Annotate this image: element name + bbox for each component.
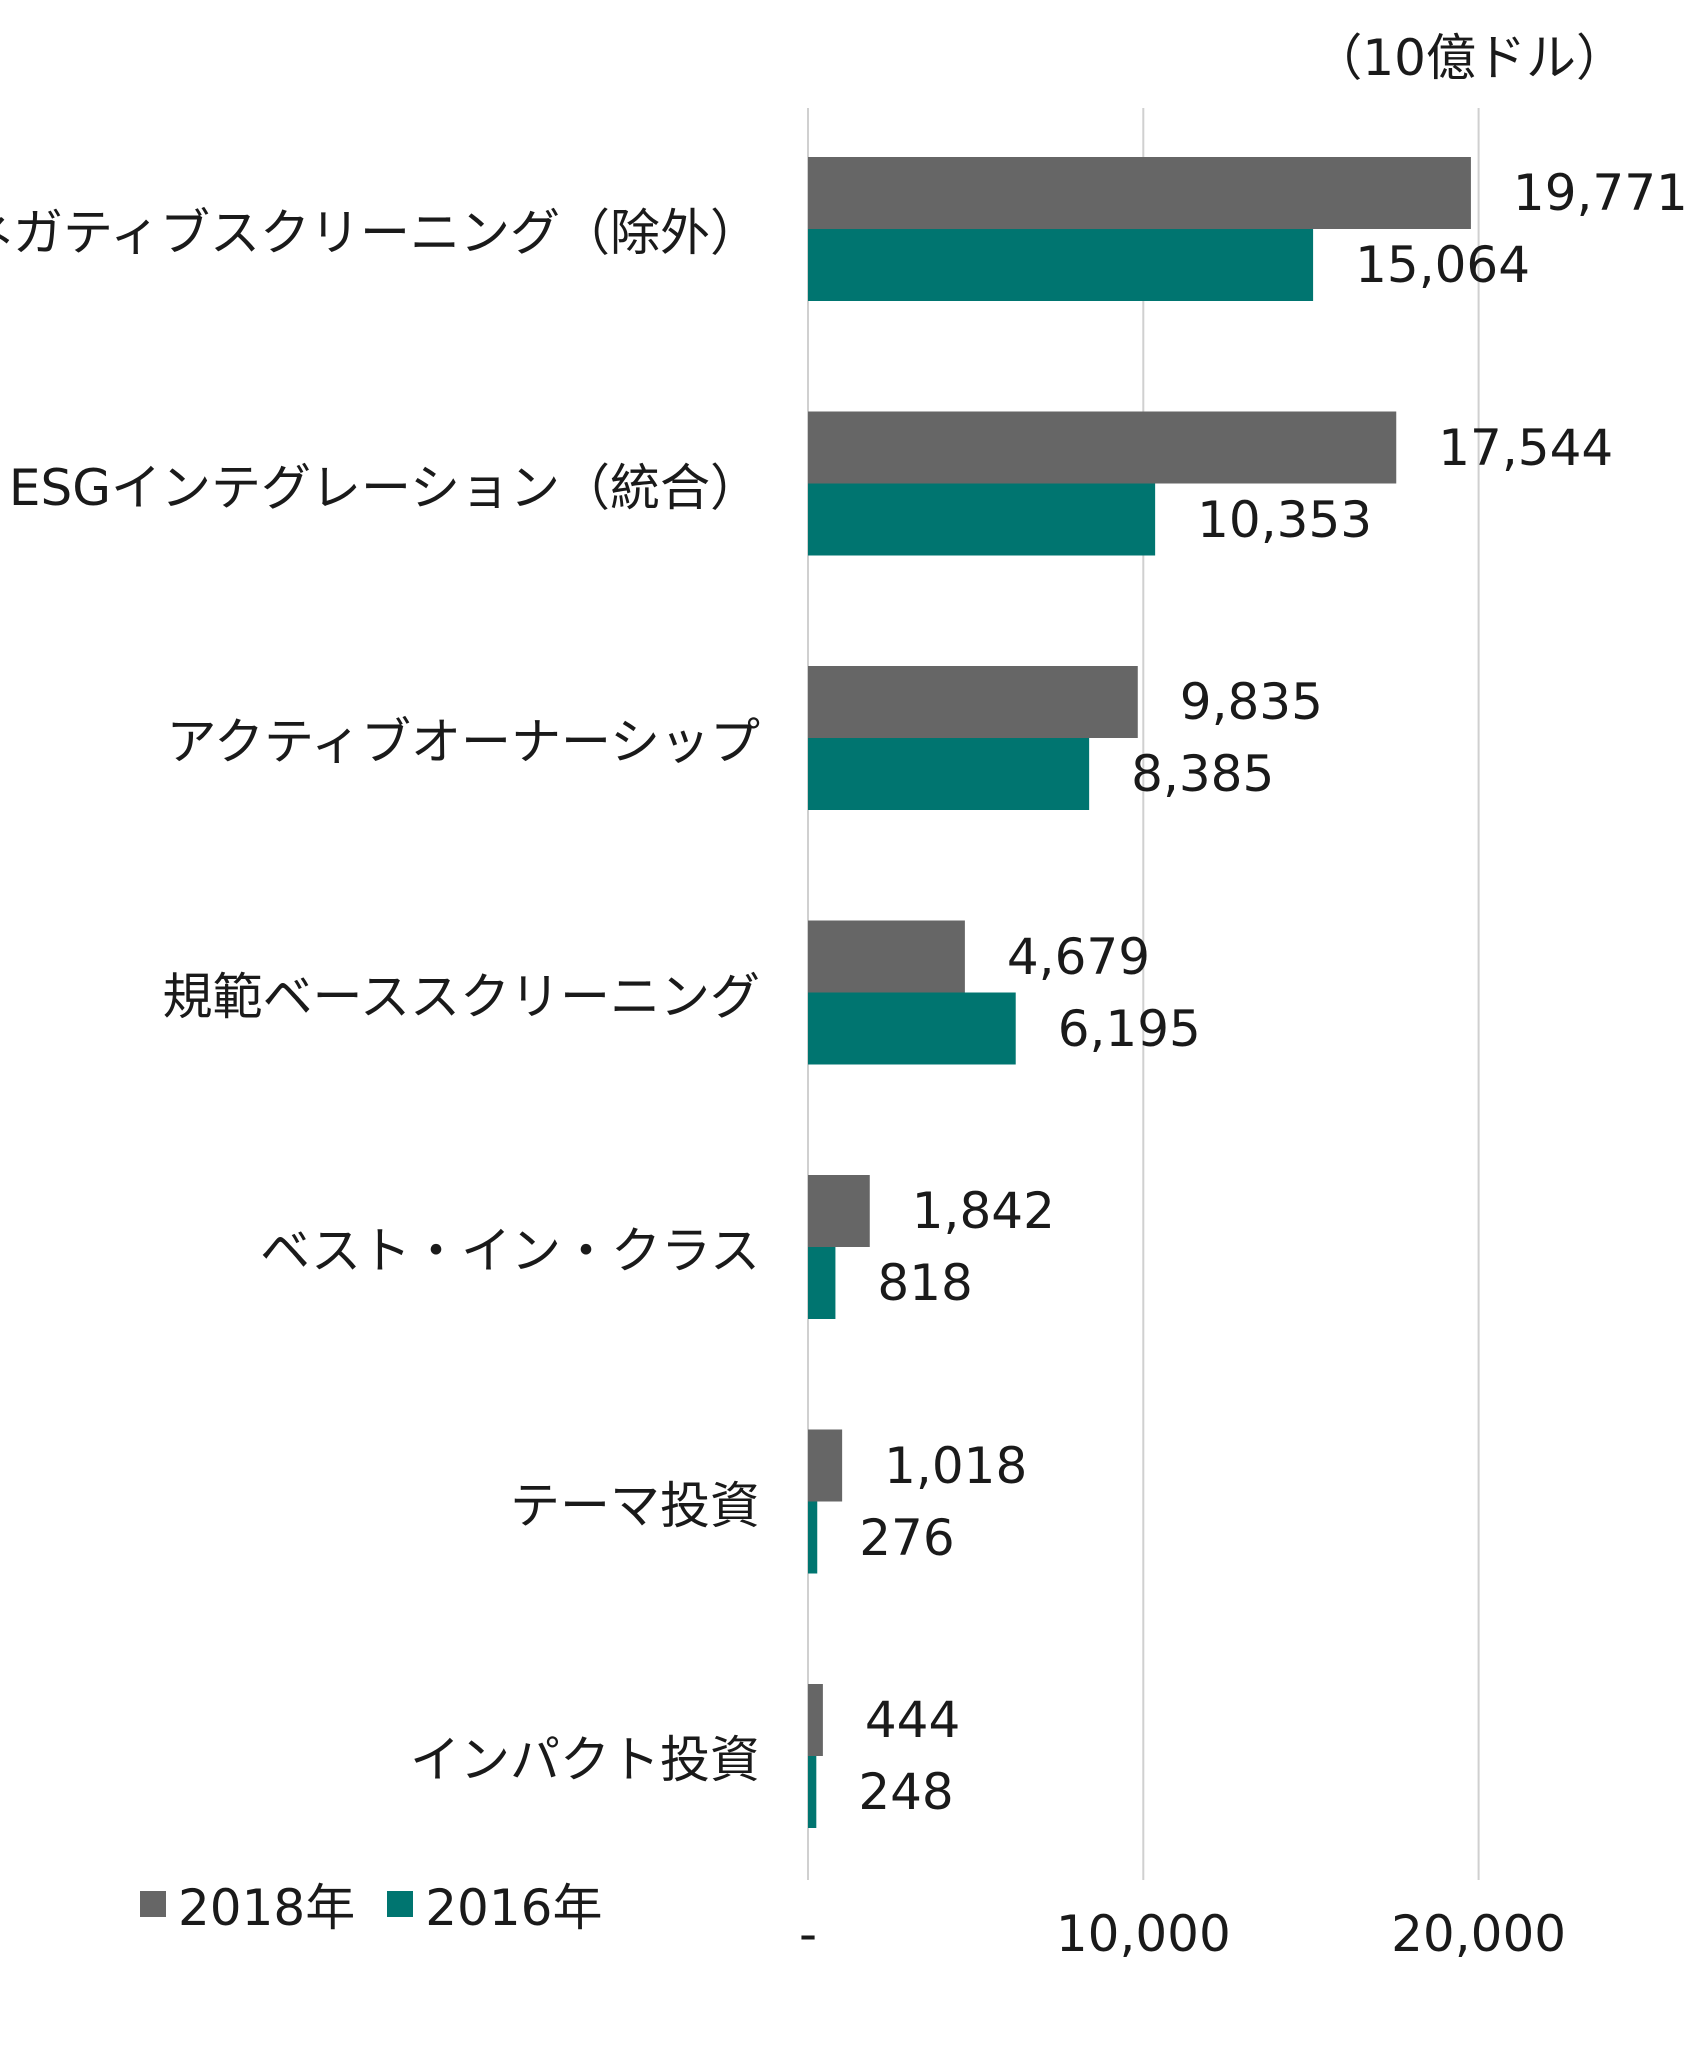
legend-label-2018: 2018年 [178,1879,356,1937]
category-label: アクティブオーナーシップ [166,713,761,771]
bar-2018-5 [808,1429,843,1502]
bar-2016-1 [808,483,1156,556]
category-label: 規範ベーススクリーニング [162,967,761,1026]
data-label: 818 [877,1254,973,1312]
legend-item-2018: 2018年 [140,1868,355,1940]
bar-2018-6 [808,1684,823,1756]
data-label: 1,018 [884,1436,1028,1495]
data-label: 248 [858,1763,954,1821]
data-label: 9,835 [1179,673,1323,731]
category-label: ESGインテグレーション（統合） [8,458,760,517]
data-label: 4,679 [1006,927,1151,986]
category-label: ネガティブスクリーニング（除外） [0,204,760,262]
legend-label-2016: 2016年 [425,1879,603,1937]
data-label: 276 [859,1508,955,1567]
x-tick-label: 10,000 [1055,1905,1231,1963]
category-label: ベスト・イン・クラス [260,1222,760,1280]
data-label: 10,353 [1197,490,1373,549]
bar-2018-4 [808,1175,870,1247]
x-tick-label: - [798,1905,818,1963]
data-label: 6,195 [1057,999,1201,1058]
bar-2016-6 [808,1756,817,1828]
legend: 2018年 2016年 [140,1868,635,1940]
category-label: インパクト投資 [410,1731,760,1789]
bar-2018-3 [808,920,965,993]
legend-item-2016: 2016年 [387,1868,603,1940]
data-label: 17,544 [1438,418,1614,477]
data-label: 15,064 [1355,236,1531,294]
legend-swatch-2016 [387,1891,414,1917]
data-label: 1,842 [911,1182,1055,1240]
bar-2018-2 [808,666,1138,738]
unit-label: （10億ドル） [1312,29,1626,87]
bar-2016-3 [808,992,1016,1065]
data-label: 8,385 [1131,745,1275,803]
bar-2018-1 [808,411,1397,484]
bar-2016-2 [808,738,1090,810]
data-label: 444 [864,1691,961,1749]
bar-2016-4 [808,1247,836,1319]
category-label: テーマ投資 [510,1476,760,1535]
data-label: 19,771 [1512,164,1688,222]
legend-swatch-2018 [140,1891,166,1917]
bar-2018-0 [808,157,1471,229]
bar-2016-0 [808,229,1314,301]
x-tick-label: 20,000 [1391,1905,1567,1963]
bar-2016-5 [808,1501,818,1574]
